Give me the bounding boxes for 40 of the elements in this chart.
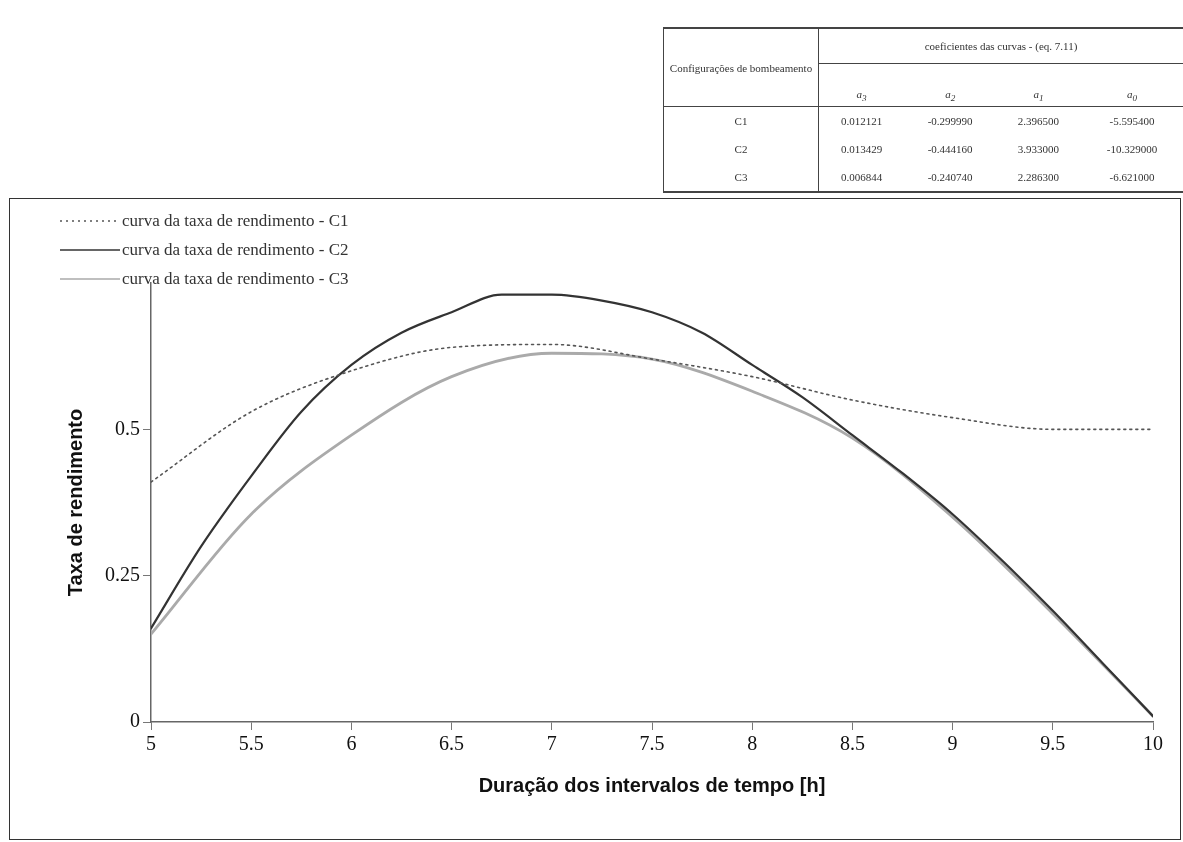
text: a$_{2}$ <box>904 63 997 107</box>
text: -5.595400 <box>1108 114 1156 129</box>
x-tick-label: 7 <box>546 732 557 755</box>
text: 2.396500 <box>1016 114 1061 129</box>
text: C1 <box>663 106 819 135</box>
x-tick-label: 5 <box>146 732 156 755</box>
legend-label: curva da taxa de rendimento - C1 <box>122 210 349 231</box>
text: 2.286300 <box>1016 170 1061 185</box>
text: -10.329000 <box>1105 142 1159 157</box>
text: 0.013429 <box>840 142 884 157</box>
x-tick-label: 7.5 <box>639 732 665 755</box>
text: 3.933000 <box>1016 142 1061 157</box>
x-tick-label: 8.5 <box>839 732 865 755</box>
y-tick-label: 0.5 <box>115 416 140 439</box>
x-tick-label: 5.5 <box>238 732 264 755</box>
text: a$_{1}$ <box>996 63 1081 107</box>
text: 0.006844 <box>840 170 884 185</box>
x-axis-title: Duração dos intervalos de tempo [h] <box>478 773 826 796</box>
x-tick-label: 8 <box>747 732 758 755</box>
text: 0.012121 <box>840 114 884 129</box>
x-tick-label: 6 <box>346 732 357 755</box>
y-tick-label: 0 <box>130 709 140 732</box>
text: a$_{0}$ <box>1080 63 1183 107</box>
legend-label: curva da taxa de rendimento - C3 <box>122 268 349 289</box>
text: -0.299990 <box>926 114 974 129</box>
x-tick-label: 10 <box>1143 732 1163 755</box>
text: C3 <box>663 163 819 192</box>
text: -0.444160 <box>926 142 974 157</box>
text: -0.240740 <box>926 170 974 185</box>
text: coeficientes das curvas - (eq. 7.11) <box>818 28 1183 64</box>
x-tick-label: 9 <box>947 732 958 755</box>
x-tick-label: 6.5 <box>439 732 465 755</box>
text: -6.621000 <box>1108 170 1156 185</box>
text: Configurações de bombeamento <box>663 28 819 107</box>
y-tick-label: 0.25 <box>105 562 140 585</box>
x-tick-label: 9.5 <box>1040 732 1066 755</box>
text: C2 <box>663 135 819 163</box>
text: a$_{3}$ <box>818 63 905 107</box>
y-axis-title: Taxa de rendimento <box>63 408 86 597</box>
legend-label: curva da taxa de rendimento - C2 <box>122 239 349 260</box>
